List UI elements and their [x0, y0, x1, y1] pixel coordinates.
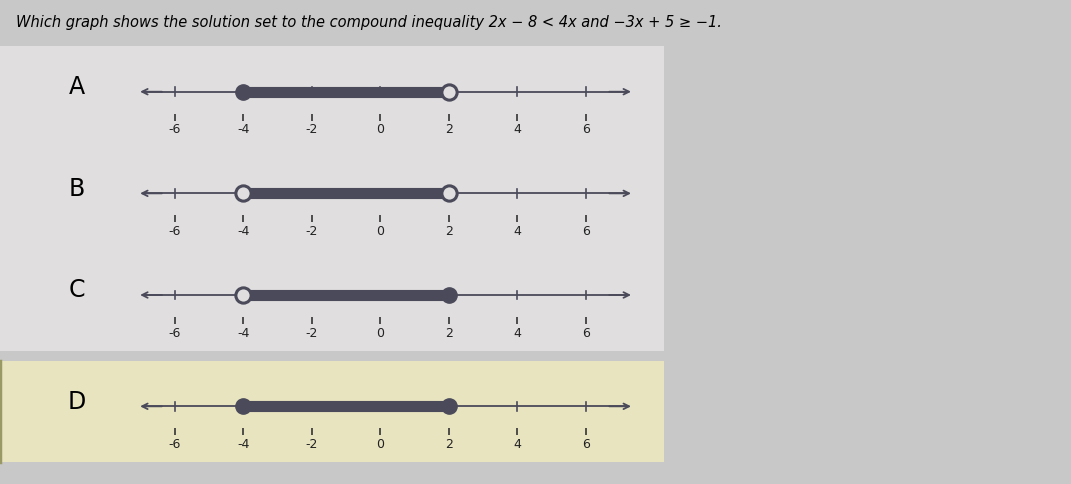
Text: C: C — [69, 278, 86, 302]
Text: Which graph shows the solution set to the compound inequality 2x − 8 < 4x and −3: Which graph shows the solution set to th… — [16, 15, 722, 30]
Text: D: D — [67, 390, 87, 414]
Text: B: B — [69, 177, 86, 201]
Text: A: A — [69, 75, 86, 99]
